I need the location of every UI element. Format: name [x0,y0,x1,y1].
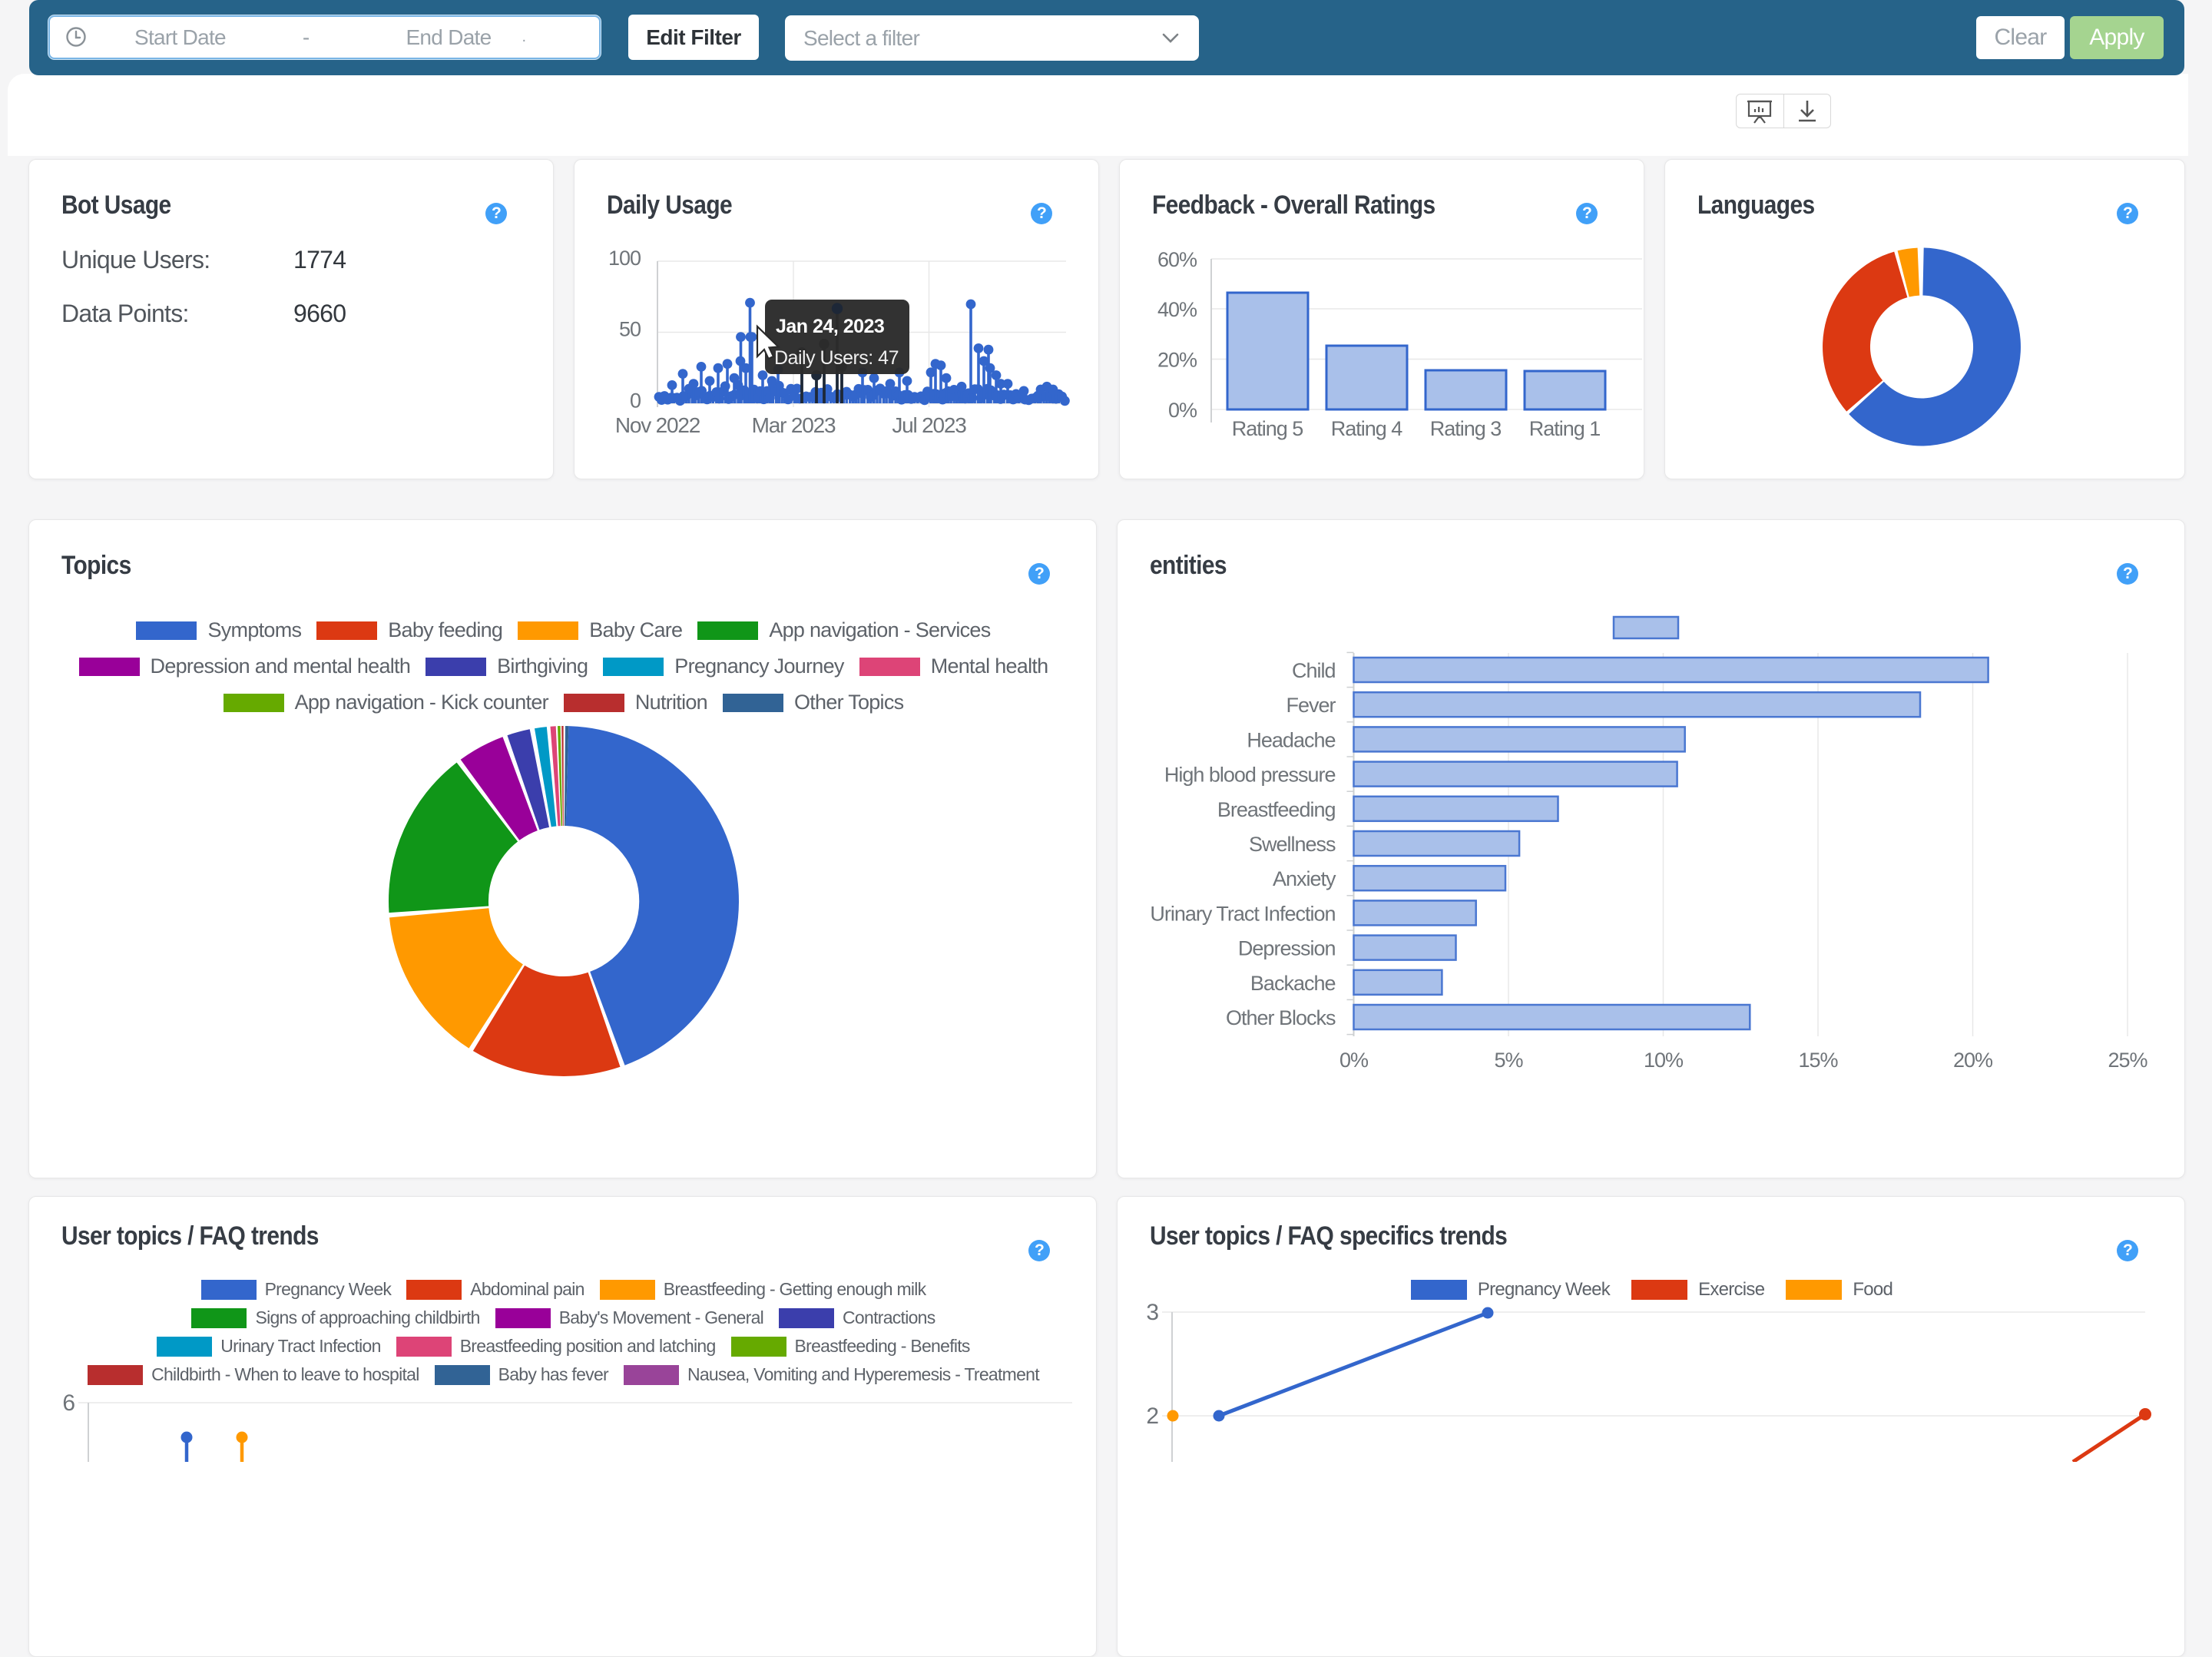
svg-text:High blood pressure: High blood pressure [1164,764,1336,787]
svg-text:6: 6 [62,1390,75,1416]
svg-text:Rating 5: Rating 5 [1232,417,1303,440]
svg-text:10%: 10% [1644,1049,1684,1072]
svg-text:Rating 4: Rating 4 [1331,417,1403,440]
svg-text:0%: 0% [1168,399,1197,422]
svg-text:Urinary Tract Infection: Urinary Tract Infection [1150,902,1335,925]
svg-text:20%: 20% [1953,1049,1993,1072]
svg-text:Nov 2022: Nov 2022 [615,413,700,437]
svg-text:Mar 2023: Mar 2023 [752,413,836,437]
svg-text:25%: 25% [2108,1049,2147,1072]
svg-text:5%: 5% [1494,1049,1523,1072]
svg-text:Fever: Fever [1286,694,1336,717]
svg-text:Depression: Depression [1238,937,1336,960]
svg-text:Jul 2023: Jul 2023 [892,413,966,437]
svg-text:Headache: Headache [1247,728,1335,751]
svg-text:3: 3 [1146,1300,1158,1325]
svg-text:Swellness: Swellness [1249,833,1336,856]
svg-text:Child: Child [1292,659,1336,682]
svg-text:Daily Users: 47: Daily Users: 47 [774,347,899,369]
svg-text:Other Blocks: Other Blocks [1226,1006,1336,1029]
svg-text:0%: 0% [1339,1049,1369,1072]
svg-text:Rating 1: Rating 1 [1529,417,1601,440]
svg-text:50: 50 [619,318,641,341]
svg-text:Breastfeeding: Breastfeeding [1217,798,1336,821]
svg-text:Anxiety: Anxiety [1273,867,1336,890]
svg-text:Jan 24, 2023: Jan 24, 2023 [776,316,884,337]
svg-text:15%: 15% [1798,1049,1838,1072]
svg-text:40%: 40% [1157,298,1197,321]
svg-text:100: 100 [608,247,641,270]
svg-text:60%: 60% [1157,248,1197,271]
svg-text:Backache: Backache [1250,972,1336,995]
svg-text:20%: 20% [1157,349,1197,372]
svg-text:0: 0 [630,389,641,413]
svg-text:Rating 3: Rating 3 [1430,417,1502,440]
svg-text:2: 2 [1146,1403,1158,1429]
